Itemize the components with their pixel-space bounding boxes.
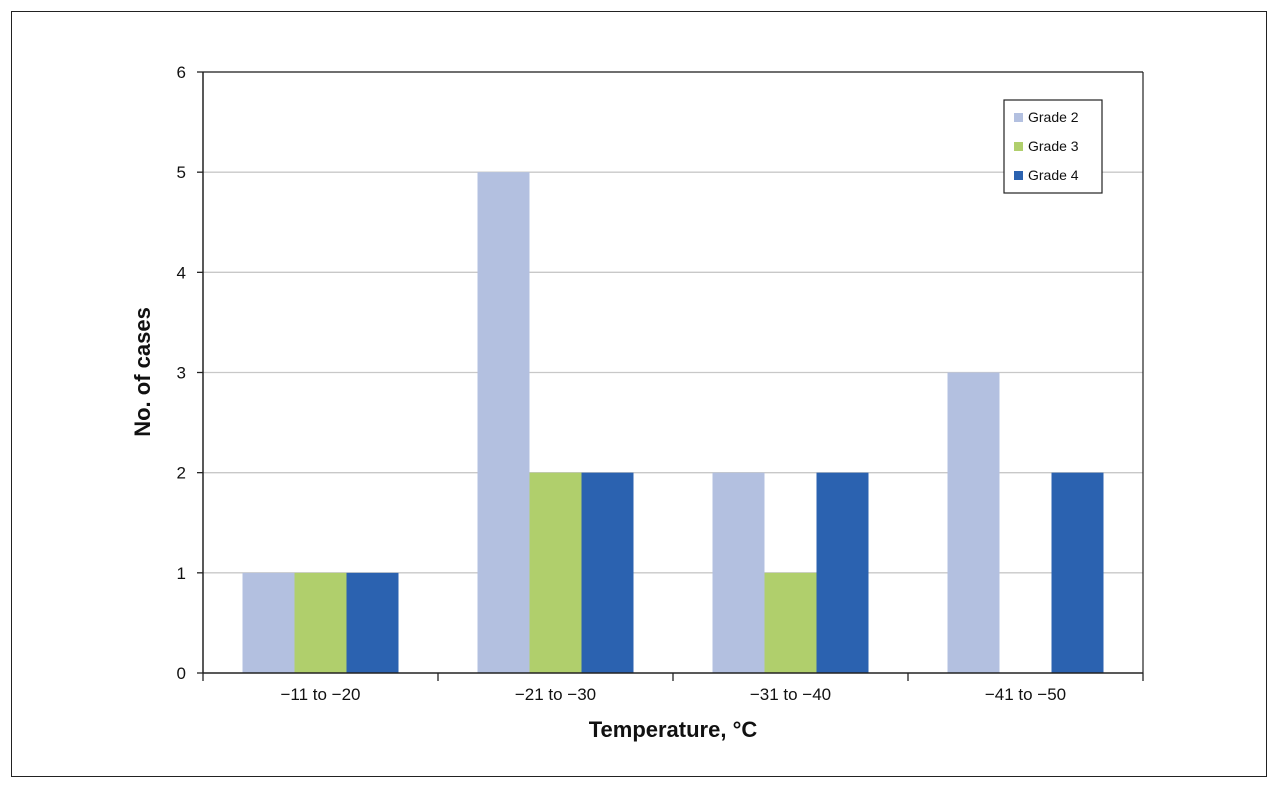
- bar-grade-3: [529, 472, 582, 673]
- legend-label: Grade 3: [1028, 138, 1079, 154]
- y-tick-label: 0: [177, 664, 186, 683]
- y-tick-label: 5: [177, 163, 186, 182]
- y-tick-label: 6: [177, 63, 186, 82]
- legend-swatch: [1014, 171, 1023, 180]
- legend-swatch: [1014, 142, 1023, 151]
- bar-grade-2: [712, 472, 765, 673]
- legend-label: Grade 2: [1028, 109, 1079, 125]
- bar-grade-4: [1051, 472, 1104, 673]
- y-tick-labels: 0 1 2 3 4 5 6: [177, 63, 186, 683]
- bar-grade-2: [242, 572, 295, 673]
- bars: [242, 172, 1104, 673]
- bar-grade-3: [294, 572, 347, 673]
- bar-grade-3: [764, 572, 817, 673]
- bar-grade-4: [816, 472, 869, 673]
- legend-swatch: [1014, 113, 1023, 122]
- x-tick-labels: −11 to −20 −21 to −30 −31 to −40 −41 to −50: [280, 685, 1066, 704]
- bar-grade-2: [947, 372, 1000, 673]
- gridlines: [203, 71, 1143, 574]
- legend-label: Grade 4: [1028, 167, 1079, 183]
- y-tick-label: 3: [177, 364, 186, 383]
- x-tick-label: −41 to −50: [985, 685, 1066, 704]
- x-tick-label: −31 to −40: [750, 685, 831, 704]
- axes: [197, 71, 1144, 681]
- bar-grade-2: [477, 172, 530, 673]
- x-axis-title: Temperature, °C: [589, 717, 758, 742]
- y-axis-title: No. of cases: [130, 307, 155, 437]
- x-tick-label: −11 to −20: [280, 685, 360, 704]
- y-tick-label: 4: [177, 263, 186, 282]
- y-tick-label: 1: [177, 564, 186, 583]
- figure-frame: [11, 11, 1267, 777]
- y-tick-label: 2: [177, 464, 186, 483]
- legend: Grade 2 Grade 3 Grade 4: [1003, 99, 1103, 194]
- bar-grade-4: [346, 572, 399, 673]
- bar-grade-4: [581, 472, 634, 673]
- x-tick-label: −21 to −30: [515, 685, 596, 704]
